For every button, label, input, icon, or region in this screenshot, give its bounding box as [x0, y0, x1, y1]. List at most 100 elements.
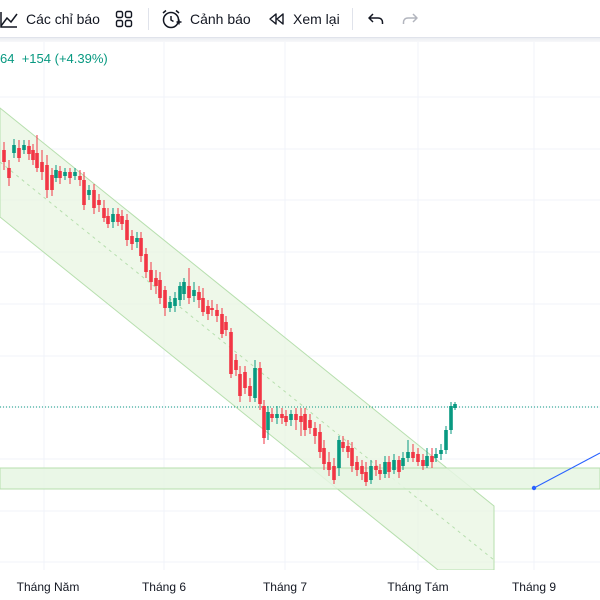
candle: [73, 168, 77, 180]
candle: [50, 168, 54, 196]
candle: [238, 366, 242, 402]
candle: [27, 140, 31, 160]
candle-body: [102, 208, 106, 218]
candle-body: [374, 466, 378, 470]
candle-body: [449, 406, 453, 430]
forecast-line: [533, 452, 600, 489]
candle-body: [168, 302, 172, 308]
candle: [201, 288, 205, 316]
candle-body: [206, 306, 210, 314]
candle-body: [220, 314, 224, 334]
candle: [139, 232, 143, 262]
price-chart[interactable]: [0, 42, 600, 570]
candle: [178, 282, 182, 306]
rewind-icon: [267, 11, 285, 27]
candle: [387, 456, 391, 478]
candle-body: [253, 368, 257, 398]
candle-body: [439, 450, 443, 454]
candle: [401, 452, 405, 470]
candle-body: [392, 460, 396, 470]
toolbar-shadow: [0, 38, 600, 42]
candle-body: [369, 466, 373, 480]
replay-button[interactable]: Xem lại: [267, 5, 340, 33]
candle: [397, 456, 401, 478]
candle-body: [270, 414, 274, 418]
candle: [421, 454, 425, 470]
time-axis[interactable]: Tháng Năm Tháng 6 Tháng 7 Tháng Tám Thán…: [0, 570, 600, 600]
candle-body: [97, 200, 101, 205]
candle-body: [284, 416, 288, 422]
candle-body: [341, 442, 345, 448]
candle-body: [444, 430, 448, 450]
candle: [425, 448, 429, 468]
candle-body: [40, 162, 44, 172]
candle: [58, 166, 62, 184]
candle-body: [337, 440, 341, 468]
candle-body: [158, 280, 162, 298]
candle: [97, 194, 101, 212]
candle-body: [178, 286, 182, 300]
candle-body: [350, 448, 354, 466]
indicators-button[interactable]: Các chỉ báo: [0, 5, 100, 33]
candle: [266, 406, 270, 440]
candle-body: [210, 308, 214, 310]
candle-body: [378, 470, 382, 474]
candle: [106, 208, 110, 228]
candle-body: [149, 270, 153, 282]
candle-body: [332, 466, 336, 480]
candle: [416, 448, 420, 466]
redo-button[interactable]: [401, 5, 419, 33]
candle: [40, 150, 44, 180]
forecast-anchor-point: [531, 485, 537, 491]
candle: [68, 168, 72, 184]
candle-body: [12, 145, 16, 153]
candle: [449, 402, 453, 434]
candle-body: [280, 414, 284, 418]
candle-body: [50, 175, 54, 190]
undo-button[interactable]: [367, 5, 385, 33]
candle-body: [58, 171, 62, 178]
candle: [163, 286, 167, 316]
candle-body: [154, 278, 158, 286]
candle: [78, 170, 82, 186]
candle: [444, 426, 448, 454]
candle-body: [106, 216, 110, 224]
candle-body: [234, 360, 238, 370]
redo-icon: [401, 11, 419, 27]
candle: [430, 448, 434, 468]
candle-body: [73, 172, 77, 176]
time-label-june: Tháng 6: [141, 580, 187, 594]
candle-body: [308, 420, 312, 428]
candle-body: [248, 386, 252, 396]
candle: [318, 424, 322, 458]
candle: [369, 460, 373, 484]
candle: [125, 214, 129, 246]
candle-body: [201, 298, 205, 312]
candle-body: [453, 404, 457, 408]
candle-body: [173, 298, 177, 306]
grid-icon: [115, 10, 133, 28]
candle-body: [2, 150, 6, 162]
candle-body: [27, 146, 31, 154]
candle-body: [411, 452, 415, 458]
candle-body: [262, 406, 266, 438]
price-change: +154: [21, 51, 51, 66]
alerts-button[interactable]: Cảnh báo: [160, 5, 251, 33]
candle: [130, 230, 134, 250]
candle: [294, 408, 298, 430]
channel-midline: [0, 161, 495, 561]
candle: [284, 410, 288, 426]
candle: [341, 436, 345, 452]
candle-body: [135, 238, 139, 242]
candle: [434, 448, 438, 462]
candle-body: [187, 286, 191, 298]
candle: [406, 440, 410, 462]
candle: [22, 140, 26, 154]
candle: [248, 378, 252, 402]
templates-button[interactable]: [115, 5, 133, 33]
candle: [270, 408, 274, 422]
candle-body: [303, 414, 307, 430]
candle-body: [229, 332, 233, 374]
candle: [168, 296, 172, 312]
candle: [45, 155, 49, 198]
